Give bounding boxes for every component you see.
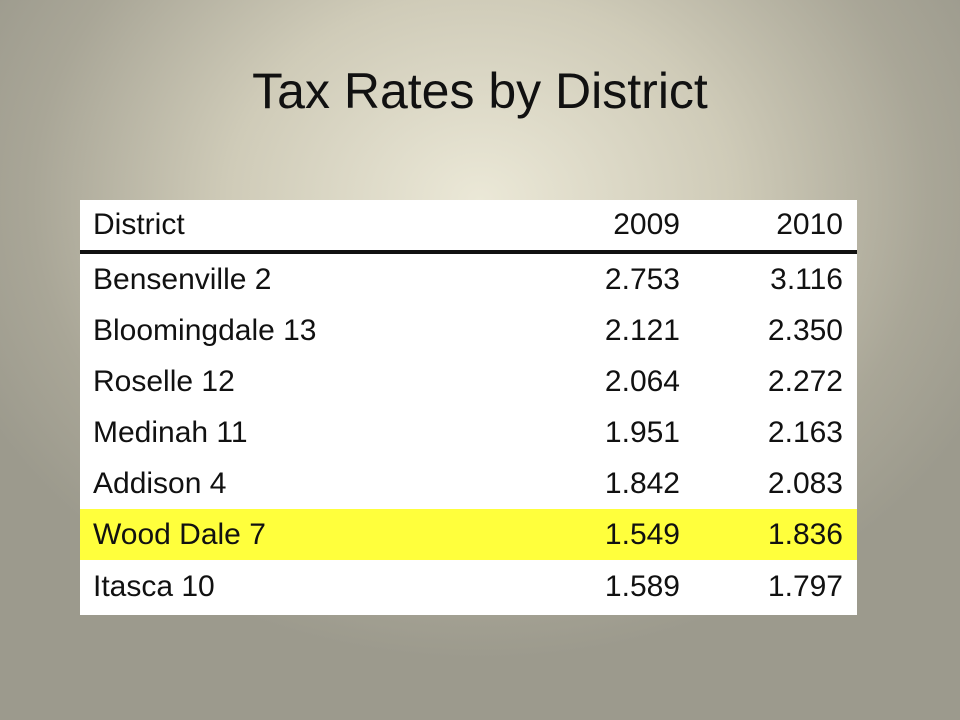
table-row: Roselle 12 2.064 2.272: [80, 356, 857, 407]
district-name: Addison 4: [93, 466, 227, 500]
header-2010: 2010: [776, 208, 843, 241]
district-name: Roselle 12: [93, 364, 235, 398]
rate-2009: 1.842: [604, 466, 680, 500]
rate-2010: 2.272: [767, 364, 843, 398]
rate-2010: 2.163: [767, 415, 843, 449]
rate-2010: 1.797: [767, 569, 843, 603]
table-header-row: District 2009 2010: [80, 200, 857, 252]
rate-2009: 1.589: [604, 569, 680, 603]
rate-2009: 2.064: [604, 364, 680, 398]
rate-2010: 3.116: [770, 262, 843, 296]
district-name: Bensenville 2: [93, 262, 272, 296]
slide-title: Tax Rates by District: [252, 63, 708, 119]
header-2009: 2009: [613, 208, 680, 241]
district-name: Bloomingdale 13: [93, 313, 317, 347]
rate-2009: 1.549: [537, 509, 694, 560]
rate-2009: 1.951: [604, 415, 680, 449]
rate-2010: 1.836: [694, 509, 857, 560]
rate-2009: 2.121: [604, 313, 680, 347]
district-name: Wood Dale 7: [80, 509, 537, 560]
rate-2009: 2.753: [604, 262, 680, 296]
table-row: Itasca 10 1.589 1.797: [80, 560, 857, 613]
district-name: Medinah 11: [93, 415, 248, 449]
rate-2010: 2.350: [767, 313, 843, 347]
table-row: Addison 4 1.842 2.083: [80, 458, 857, 509]
table-row: Bloomingdale 13 2.121 2.350: [80, 305, 857, 356]
header-district: District: [93, 208, 185, 241]
district-name: Itasca 10: [93, 569, 215, 603]
tax-rates-table-container: District 2009 2010 Bensenville 2 2.753 3…: [80, 200, 857, 615]
table-row: Medinah 11 1.951 2.163: [80, 407, 857, 458]
table-row-highlighted: Wood Dale 7 1.549 1.836: [80, 509, 857, 560]
rate-2010: 2.083: [767, 466, 843, 500]
tax-rates-table: District 2009 2010 Bensenville 2 2.753 3…: [80, 200, 857, 613]
table-row: Bensenville 2 2.753 3.116: [80, 252, 857, 305]
